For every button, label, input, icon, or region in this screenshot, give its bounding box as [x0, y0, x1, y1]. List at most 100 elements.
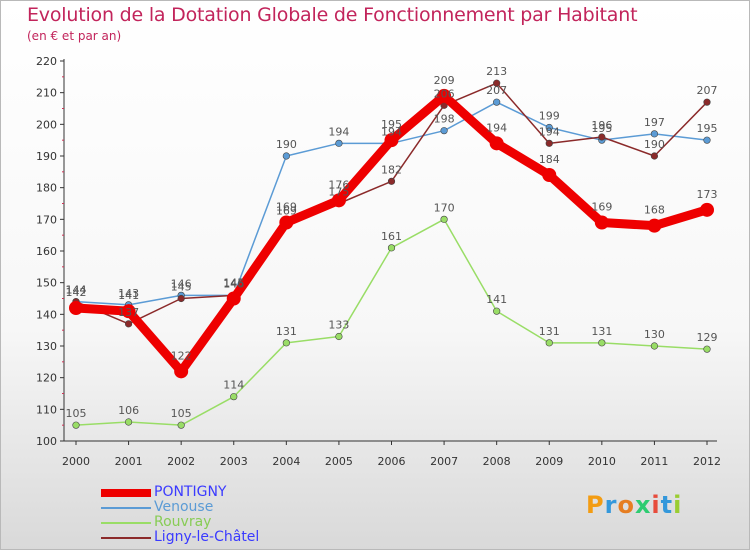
- data-label: 141: [486, 293, 507, 306]
- data-label: 146: [171, 277, 192, 290]
- data-point: [177, 294, 185, 303]
- data-point: [594, 215, 609, 230]
- data-point: [493, 307, 501, 315]
- data-point: [493, 98, 501, 106]
- data-point: [700, 202, 714, 217]
- data-label: 194: [381, 125, 402, 138]
- data-point: [598, 133, 606, 141]
- y-tick-label: 170: [36, 213, 57, 226]
- x-tick-label: 2011: [640, 455, 668, 468]
- chart-legend: PONTIGNY Venouse Rouvray Ligny-le-Châtel: [101, 485, 361, 545]
- y-tick-label: 100: [36, 435, 57, 448]
- data-point: [177, 421, 185, 429]
- data-point: [387, 244, 396, 252]
- legend-item: Ligny-le-Châtel: [101, 530, 361, 545]
- data-label: 195: [591, 122, 612, 135]
- data-point: [703, 98, 711, 106]
- proxiti-logo: Proxiti: [586, 491, 682, 519]
- logo-letter: r: [604, 491, 618, 519]
- data-label: 168: [644, 204, 665, 217]
- data-label: 195: [381, 118, 402, 131]
- y-tick-label: 110: [36, 403, 57, 416]
- x-tick-label: 2007: [430, 455, 458, 468]
- legend-swatch: [101, 522, 151, 524]
- logo-letter: P: [586, 491, 605, 519]
- legend-swatch: [101, 489, 151, 497]
- data-label: 199: [539, 110, 560, 123]
- x-tick-label: 2008: [483, 455, 511, 468]
- data-label: 175: [328, 186, 349, 199]
- x-tick-label: 2002: [167, 455, 195, 468]
- data-point: [440, 215, 448, 223]
- x-tick-label: 2000: [62, 455, 90, 468]
- data-label: 141: [118, 289, 139, 302]
- data-label: 207: [697, 84, 718, 97]
- data-point: [437, 88, 452, 103]
- y-tick-label: 160: [36, 245, 57, 258]
- data-point: [230, 393, 238, 401]
- data-point: [545, 139, 553, 147]
- data-label: 105: [66, 407, 87, 420]
- data-label: 161: [381, 230, 402, 243]
- data-label: 133: [328, 319, 349, 332]
- y-tick-label: 130: [36, 340, 57, 353]
- data-label: 145: [171, 281, 192, 294]
- data-label: 169: [276, 205, 297, 218]
- legend-swatch: [101, 537, 151, 539]
- x-tick-label: 2003: [220, 455, 248, 468]
- data-label: 194: [328, 125, 349, 138]
- legend-label: Rouvray: [154, 514, 212, 530]
- logo-letter: i: [651, 491, 661, 519]
- data-label: 170: [434, 201, 455, 214]
- data-label: 143: [118, 287, 139, 300]
- data-label: 207: [486, 84, 507, 97]
- data-label: 198: [434, 113, 455, 126]
- data-point: [598, 339, 606, 347]
- y-tick-label: 220: [36, 55, 57, 68]
- x-tick-label: 2009: [535, 455, 563, 468]
- data-label: 184: [539, 153, 560, 166]
- data-label: 130: [644, 328, 665, 341]
- data-point: [489, 136, 504, 151]
- data-label: 145: [223, 277, 244, 290]
- data-label: 169: [276, 201, 297, 214]
- data-label: 194: [486, 121, 507, 134]
- data-label: 190: [644, 138, 665, 151]
- data-label: 122: [171, 349, 192, 362]
- y-tick-label: 120: [36, 372, 57, 385]
- y-tick-label: 140: [36, 308, 57, 321]
- data-label: 169: [591, 201, 612, 214]
- data-label: 176: [328, 178, 349, 191]
- data-point: [335, 139, 343, 147]
- data-point: [282, 152, 290, 160]
- y-tick-label: 210: [36, 87, 57, 100]
- logo-letter: o: [617, 491, 635, 519]
- data-point: [650, 342, 659, 350]
- legend-item: Rouvray: [101, 515, 361, 530]
- data-point: [279, 215, 294, 230]
- legend-item: PONTIGNY: [101, 485, 361, 500]
- data-label: 131: [591, 325, 612, 338]
- data-label: 173: [697, 188, 718, 201]
- legend-label: PONTIGNY: [154, 484, 227, 500]
- x-tick-label: 2004: [272, 455, 300, 468]
- legend-swatch: [101, 507, 151, 509]
- y-tick-label: 180: [36, 182, 57, 195]
- data-point: [124, 320, 133, 328]
- data-point: [545, 339, 553, 347]
- x-tick-label: 2005: [325, 455, 353, 468]
- data-label: 146: [223, 277, 244, 290]
- x-tick-label: 2001: [115, 455, 143, 468]
- data-label: 182: [381, 163, 402, 176]
- data-label: 129: [697, 331, 718, 344]
- data-point: [647, 218, 662, 233]
- data-point: [335, 332, 343, 341]
- chart-title: Evolution de la Dotation Globale de Fonc…: [27, 4, 638, 26]
- y-tick-label: 200: [36, 118, 57, 131]
- legend-label: Ligny-le-Châtel: [154, 529, 260, 545]
- data-label: 197: [644, 116, 665, 129]
- data-point: [703, 345, 711, 353]
- logo-letter: i: [673, 491, 683, 519]
- data-label: 144: [66, 284, 87, 297]
